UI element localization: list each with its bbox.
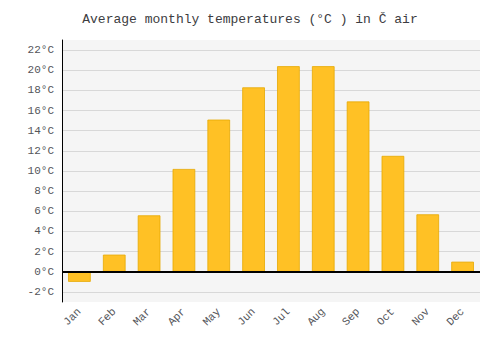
- svg-text:Nov: Nov: [410, 305, 433, 328]
- svg-text:20°C: 20°C: [28, 64, 55, 76]
- svg-text:Dec: Dec: [444, 306, 466, 328]
- svg-text:14°C: 14°C: [28, 125, 55, 137]
- svg-text:Oct: Oct: [375, 306, 397, 328]
- svg-text:-2°C: -2°C: [28, 286, 55, 298]
- svg-text:6°C: 6°C: [34, 205, 54, 217]
- svg-text:Jul: Jul: [270, 306, 292, 328]
- svg-text:18°C: 18°C: [28, 84, 55, 96]
- svg-text:Mar: Mar: [131, 306, 153, 328]
- svg-text:Jun: Jun: [235, 306, 257, 328]
- svg-text:22°C: 22°C: [28, 44, 55, 56]
- svg-text:0°C: 0°C: [34, 266, 54, 278]
- svg-text:16°C: 16°C: [28, 105, 55, 117]
- svg-text:Apr: Apr: [166, 306, 188, 328]
- svg-text:Average monthly temperatures (: Average monthly temperatures (°C ) in Č …: [82, 12, 417, 27]
- svg-text:10°C: 10°C: [28, 165, 55, 177]
- svg-text:8°C: 8°C: [34, 185, 54, 197]
- svg-text:May: May: [201, 305, 224, 328]
- svg-text:Feb: Feb: [96, 306, 118, 328]
- svg-text:Jan: Jan: [61, 306, 83, 328]
- svg-text:Sep: Sep: [340, 306, 362, 328]
- svg-text:2°C: 2°C: [34, 246, 54, 258]
- svg-text:12°C: 12°C: [28, 145, 55, 157]
- svg-text:4°C: 4°C: [34, 225, 54, 237]
- svg-text:Aug: Aug: [305, 306, 327, 328]
